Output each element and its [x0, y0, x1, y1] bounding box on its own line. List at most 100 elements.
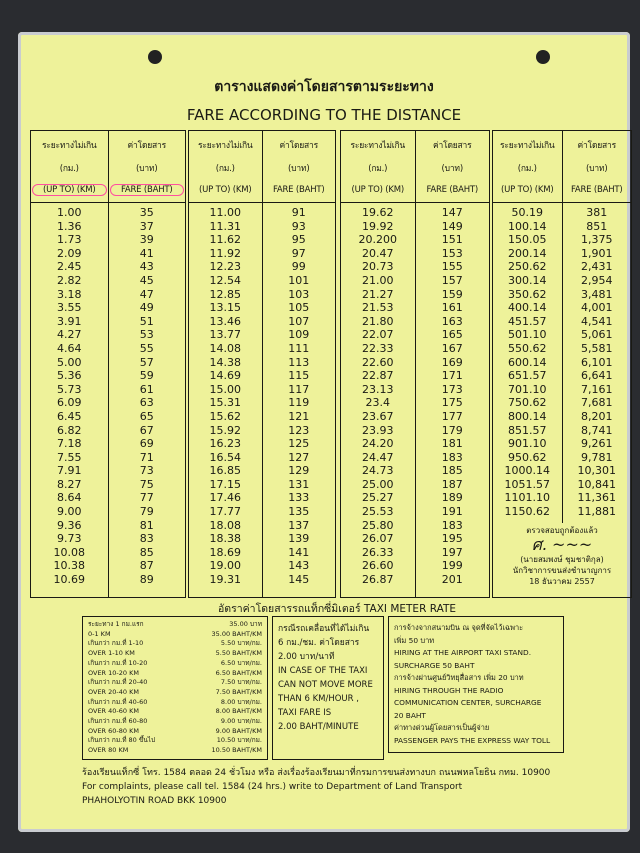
footer-address: PHAHOLYOTIN ROAD BKK 10900 — [82, 796, 227, 806]
rate-value: 5.50 บาท/กม. — [220, 639, 262, 648]
distance-cell: 25.00 — [362, 477, 394, 491]
header-baht_thai: (บาท) — [288, 164, 310, 175]
fare-cell: 47 — [139, 287, 154, 301]
column-cells: 381 851 1,375 1,901 2,431 2,954 3,481 4,001 4,54… — [563, 203, 632, 523]
fare-cell: 109 — [288, 328, 310, 342]
fare-cell: 153 — [441, 246, 463, 260]
fare-cell: 123 — [288, 423, 310, 437]
distance-cell: 1101.10 — [504, 491, 551, 505]
distance-cell: 22.07 — [362, 328, 394, 342]
fare-cell: 89 — [139, 573, 154, 587]
fare-cell: 179 — [441, 423, 463, 437]
fare-cell: 41 — [139, 246, 154, 260]
distance-cell: 11.92 — [209, 246, 242, 260]
distance-cell: 7.18 — [57, 437, 82, 451]
fare-cell: 111 — [288, 341, 310, 355]
distance-cell: 5.36 — [57, 369, 82, 383]
header-fare_en: FARE (BAHT) — [272, 185, 325, 196]
distance-cell: 2.09 — [57, 246, 82, 260]
distance-cell: 800.14 — [508, 409, 547, 423]
distance-cell: 16.54 — [209, 450, 242, 464]
distance-cell: 1.00 — [57, 206, 82, 219]
rate-label: เกินกว่า กม.ที่ 40-60 — [88, 697, 148, 706]
rate-row: เกินกว่า กม.ที่ 80 ขึ้นไป 10.50 บาท/กม. — [88, 736, 262, 746]
distance-cell: 23.4 — [365, 396, 391, 410]
fare-cell: 139 — [288, 532, 310, 546]
distance-cell: 2.45 — [57, 260, 82, 274]
slow-box-line: 2.00 บาท/นาที — [278, 652, 335, 662]
fare-cell: 161 — [441, 301, 463, 315]
fare-cell: 39 — [139, 233, 154, 247]
rate-value: 8.00 BAHT/KM — [215, 707, 262, 716]
distance-cell: 3.18 — [57, 287, 82, 301]
surcharge-line: การจ้างผ่านศูนย์วิทยุสื่อสาร เพิ่ม 20 บา… — [394, 673, 524, 682]
fare-cell: 851 — [586, 219, 608, 233]
column-header: ระยะทางไม่เกิน (กม.) (UP TO) (KM) — [493, 131, 562, 203]
rate-row: OVER 60-80 KM 9.00 BAHT/KM — [88, 727, 262, 737]
fare-cell: 191 — [441, 505, 463, 519]
distance-cell: 400.14 — [508, 301, 547, 315]
header-baht_thai: (บาท) — [586, 164, 608, 175]
rate-label: เกินกว่า กม.ที่ 1-10 — [88, 639, 144, 648]
distance-cell: 16.23 — [209, 437, 242, 451]
fare-cell: 45 — [139, 273, 154, 287]
distance-cell: 17.46 — [209, 491, 242, 505]
distance-cell: 19.00 — [209, 559, 242, 573]
fare-column: ค่าโดยสาร (บาท) FARE (BAHT) 35 37 39 41 43 45 47 4… — [108, 131, 185, 597]
column-header: ค่าโดยสาร (บาท) FARE (BAHT) — [108, 131, 185, 203]
rate-row: OVER 10-20 KM 6.50 BAHT/KM — [88, 669, 262, 679]
slow-box-line: กรณีรถเคลื่อนที่ได้ไม่เกิน — [278, 624, 370, 634]
distance-cell: 9.36 — [57, 518, 82, 532]
fare-cell: 175 — [441, 396, 463, 410]
fare-cell: 145 — [288, 573, 310, 587]
slow-box-line: IN CASE OF THE TAXI — [278, 666, 368, 676]
fare-cell: 6,641 — [581, 369, 613, 383]
header-dist_en: (UP TO) (KM) — [501, 185, 554, 196]
column-cells: 50.19 100.14 150.05 200.14 250.62 300.14 350.6… — [493, 203, 562, 523]
rate-value: 6.50 บาท/กม. — [220, 658, 262, 667]
distance-cell: 701.10 — [508, 382, 547, 396]
fare-cell: 5,061 — [581, 328, 613, 342]
header-baht_thai: (บาท) — [441, 164, 464, 175]
distance-cell: 1000.14 — [504, 464, 551, 478]
fare-cell: 5,581 — [581, 341, 613, 355]
column-header: ระยะทางไม่เกิน (กม.) (UP TO) (KM) — [341, 131, 415, 203]
rate-label: OVER 80 KM — [88, 746, 129, 755]
rate-row: OVER 20-40 KM 7.50 BAHT/KM — [88, 688, 262, 698]
signature-checked: ตรวจสอบถูกต้องแล้ว — [526, 526, 598, 535]
fare-cell: 1,375 — [581, 233, 613, 247]
distance-cell: 13.46 — [209, 314, 242, 328]
distance-cell: 15.00 — [209, 382, 242, 396]
distance-cell: 14.69 — [209, 369, 242, 383]
rate-label: เกินกว่า กม.ที่ 60-80 — [88, 717, 148, 726]
fare-cell: 2,954 — [581, 273, 613, 287]
distance-cell: 7.55 — [57, 450, 82, 464]
distance-cell: 12.85 — [209, 287, 242, 301]
fare-cell: 93 — [291, 219, 306, 233]
distance-column: ระยะทางไม่เกิน (กม.) (UP TO) (KM) 50.19 100.… — [493, 131, 563, 523]
fare-cell: 135 — [288, 505, 310, 519]
fare-cell: 163 — [441, 314, 463, 328]
column-cells: 11.00 11.31 11.62 11.92 12.23 12.54 12.85 13.15… — [189, 203, 262, 597]
distance-cell: 26.33 — [362, 545, 394, 559]
fare-cell: 11,881 — [577, 505, 617, 519]
distance-cell: 21.00 — [362, 273, 394, 287]
surcharge-line: PASSENGER PAYS THE EXPRESS WAY TOLL — [394, 735, 551, 745]
distance-cell: 23.13 — [362, 382, 394, 396]
distance-cell: 8.64 — [57, 491, 82, 505]
distance-cell: 26.07 — [362, 532, 394, 546]
header-fare_thai: ค่าโดยสาร — [127, 140, 167, 151]
rate-value: 9.00 BAHT/KM — [215, 726, 262, 735]
distance-cell: 50.19 — [511, 206, 544, 219]
distance-cell: 15.92 — [209, 423, 242, 437]
rate-row: เกินกว่า กม.ที่ 1-10 5.50 บาท/กม. — [88, 639, 262, 649]
distance-cell: 950.62 — [508, 450, 547, 464]
fare-cell: 95 — [291, 233, 306, 247]
fare-cell: 55 — [139, 341, 154, 355]
fare-table-columns: ระยะทางไม่เกิน (กม.) (UP TO) (KM) 50.19 100.… — [493, 131, 631, 523]
distance-cell: 3.91 — [57, 314, 82, 328]
slow-box-line: 2.00 BAHT/MINUTE — [278, 722, 359, 732]
fare-cell: 85 — [139, 545, 154, 559]
distance-cell: 651.57 — [508, 369, 547, 383]
rate-row: ระยะทาง 1 กม.แรก 35.00 บาท — [88, 620, 262, 630]
